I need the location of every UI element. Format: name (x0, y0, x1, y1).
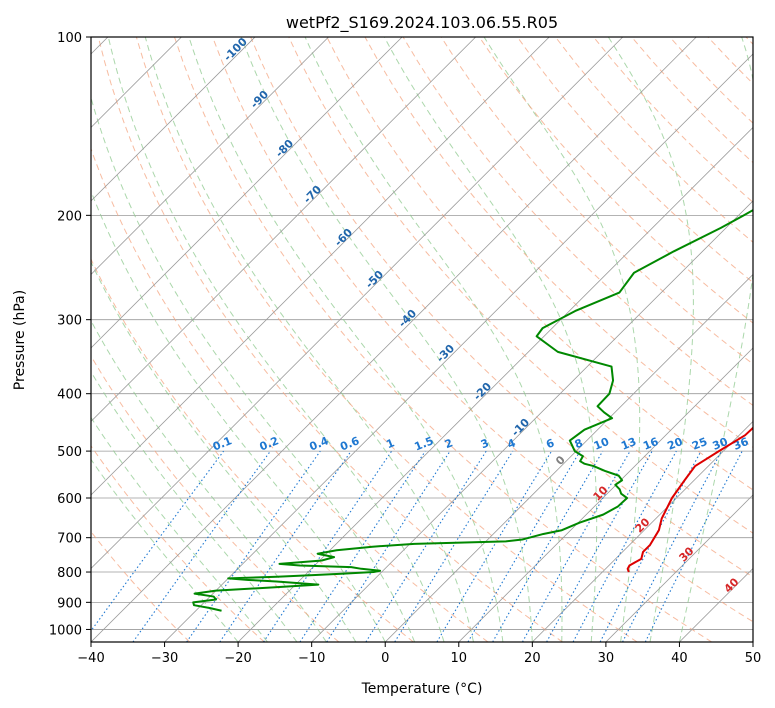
y-tick-label: 200 (57, 209, 82, 224)
x-tick-label: 20 (524, 651, 541, 666)
y-axis-label: Pressure (hPa) (12, 290, 28, 390)
x-axis-ticks: −40 −30 −20 −10 0 10 20 30 40 50 (77, 642, 761, 666)
dry-adiabat-40 (174, 37, 713, 642)
x-tick-label: −40 (77, 651, 104, 666)
mixing-ratio-label: 16 (641, 435, 660, 453)
mixing-ratio-line-11 (492, 450, 604, 642)
isotherm-10 (458, 347, 753, 642)
isotherm--50 (91, 37, 624, 570)
dry-adiabat--10 (91, 355, 340, 642)
isotherm--60 (91, 37, 550, 496)
mixing-ratio-label: 13 (619, 435, 638, 453)
mixing-ratio-label: 36 (731, 435, 750, 453)
mixing-ratio-line-10 (467, 450, 581, 642)
y-tick-label: 300 (57, 314, 82, 329)
y-tick-label: 500 (57, 445, 82, 460)
y-tick-label: 1000 (49, 623, 82, 638)
y-tick-label: 700 (57, 532, 82, 547)
y-tick-label: 100 (57, 31, 82, 46)
moist-adiabat-32 (483, 37, 641, 642)
moist-adiabat--12 (91, 370, 298, 642)
dry-adiabat-70 (288, 37, 753, 534)
mixing-ratio-label: 25 (690, 435, 709, 453)
x-tick-label: 30 (598, 651, 615, 666)
moist-adiabats (91, 37, 753, 642)
moist-adiabat-8 (107, 37, 445, 642)
isobar-gridlines (91, 37, 753, 630)
x-axis-label: Temperature (°C) (361, 681, 483, 697)
isotherm--100 (91, 37, 256, 202)
mixing-ratio-line-6 (326, 450, 451, 642)
x-tick-label: 0 (381, 651, 389, 666)
x-tick-label: 40 (671, 651, 688, 666)
mixing-ratio-label: 2 (443, 436, 455, 451)
isotherm-20 (532, 420, 753, 642)
moist-adiabat--20 (91, 458, 239, 642)
sounding-series (192, 208, 753, 612)
x-tick-label: 50 (745, 651, 762, 666)
y-tick-label: 600 (57, 492, 82, 507)
x-tick-label: −10 (298, 651, 325, 666)
mixing-ratio-line-5 (299, 450, 426, 642)
y-tick-label: 800 (57, 566, 82, 581)
isotherm--90 (91, 37, 329, 275)
moist-adiabat--16 (91, 416, 268, 642)
moist-adiabat-20 (240, 37, 533, 642)
dry-adiabat--20 (91, 445, 265, 642)
dry-adiabat-50 (212, 37, 753, 623)
dry-adiabat-20 (97, 37, 563, 642)
mixing-ratio-line-15 (599, 450, 702, 642)
temperature-line (626, 426, 753, 573)
isotherm--80 (91, 37, 403, 349)
mixing-ratio-label: 10 (592, 435, 611, 453)
chart-title: wetPf2_S169.2024.103.06.55.R05 (286, 13, 558, 33)
moist-adiabat-40 (678, 37, 753, 642)
mixing-ratio-line-1 (132, 450, 271, 642)
plot-frame (90, 36, 754, 643)
x-tick-label: 10 (451, 651, 468, 666)
plot-area: -100-90-80-70-60-50-40-30-20-10010203040… (91, 37, 753, 642)
isotherm--70 (91, 37, 476, 423)
dry-adiabats (91, 37, 753, 642)
mixing-ratio-label: 20 (666, 435, 685, 453)
dry-adiabat-60 (250, 37, 753, 578)
mixing-ratio-line-3 (219, 450, 352, 642)
moist-adiabat-12 (144, 37, 474, 642)
isotherm--30 (164, 53, 753, 642)
mixing-ratio-line-9 (436, 450, 553, 642)
isotherm-30 (605, 494, 753, 642)
mixing-ratio-line-17 (644, 450, 743, 642)
x-tick-label: −30 (151, 651, 178, 666)
moist-adiabat-36 (607, 37, 694, 642)
y-tick-label: 900 (57, 596, 82, 611)
dewpoint-line (192, 208, 753, 612)
x-tick-label: −20 (224, 651, 251, 666)
mixing-ratio-line-13 (546, 450, 653, 642)
moist-adiabat-28 (383, 37, 598, 642)
moist-adiabat-24 (304, 37, 563, 642)
dry-adiabat-0 (91, 258, 414, 642)
mixing-ratio-label: 1 (384, 436, 396, 451)
moist-adiabat-16 (188, 37, 504, 642)
moist-adiabat--4 (91, 261, 357, 642)
dry-adiabat-30 (135, 37, 638, 642)
dry-adiabat-80 (326, 37, 753, 491)
mixing-ratio-labels: 0.1 0.2 0.4 0.6 1 1.5 2 3 4 6 8 10 13 16 20 25 30 36 (211, 434, 751, 453)
mixing-ratio-label: 3 (479, 436, 491, 451)
moist-adiabat-4 (91, 96, 416, 642)
mixing-ratio-label: 8 (573, 436, 585, 451)
moist-adiabat-0 (91, 189, 386, 642)
mixing-ratio-line-14 (572, 450, 677, 642)
isotherm--10 (311, 200, 753, 642)
moist-adiabat--8 (91, 319, 327, 642)
mixing-ratio-line-16 (622, 450, 722, 642)
isotherm--40 (91, 37, 697, 642)
mixing-ratio-line-0 (91, 450, 225, 632)
isotherm-gridlines (91, 37, 753, 642)
y-tick-label: 400 (57, 388, 82, 403)
y-axis-ticks: 100 200 300 400 500 600 700 800 900 1000 (49, 31, 91, 638)
